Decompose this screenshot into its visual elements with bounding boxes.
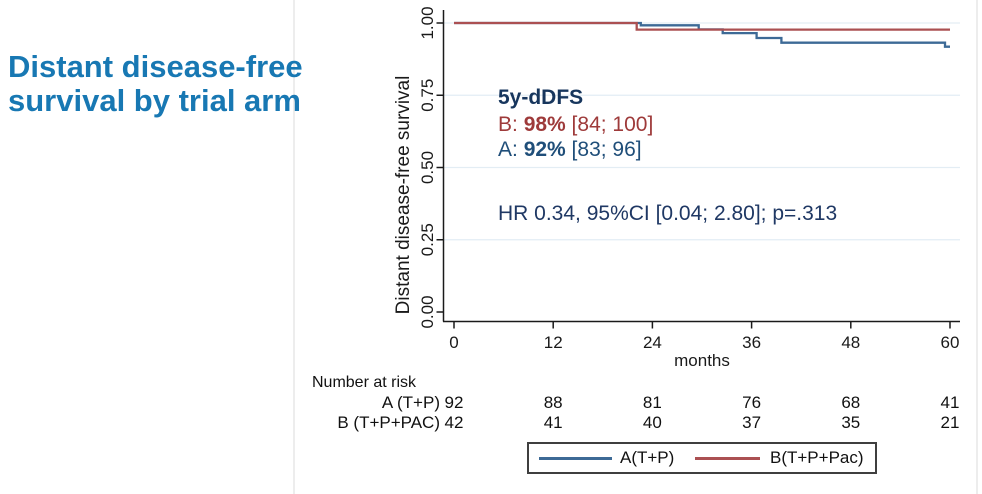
risk-table-title: Number at risk	[312, 374, 417, 391]
risk-count: 37	[742, 413, 762, 432]
y-tick-label: 0.25	[418, 223, 437, 256]
page-title-line-2: survival by trial arm	[8, 83, 301, 118]
risk-count: 40	[642, 413, 662, 432]
legend-label-b: B(T+P+Pac)	[770, 448, 864, 467]
x-axis-title: months	[674, 351, 730, 370]
risk-count: 42	[444, 413, 464, 432]
x-tick-label: 60	[941, 333, 960, 352]
arm-b-ci: [84; 100]	[565, 113, 654, 136]
arm-a-prefix: A:	[498, 138, 524, 161]
risk-count: 68	[841, 393, 861, 412]
risk-count: 21	[940, 413, 960, 432]
arm-a-ci: [83; 96]	[565, 138, 642, 161]
content-divider-line	[293, 0, 295, 494]
y-tick-label: 1.00	[418, 6, 437, 39]
slide-right-edge-line	[976, 0, 978, 494]
page-title-line-1: Distant disease-free	[8, 49, 303, 84]
risk-count: 88	[543, 393, 563, 412]
x-tick-label: 24	[643, 333, 662, 352]
risk-count: 76	[742, 393, 762, 412]
y-axis-title: Distant disease-free survival	[393, 76, 414, 315]
y-tick-label: 0.00	[418, 295, 437, 328]
risk-count: 41	[543, 413, 563, 432]
x-tick-label: 12	[544, 333, 563, 352]
km-curve-a	[454, 21, 950, 48]
risk-count: 92	[444, 393, 464, 412]
x-tick-label: 48	[841, 333, 860, 352]
arm-b-estimate: B: 98% [84; 100]	[498, 112, 653, 137]
arm-a-value: 92%	[523, 138, 566, 161]
legend-line-b	[695, 457, 760, 460]
y-tick-label: 0.50	[418, 151, 437, 184]
risk-row-label-b: B (T+P+PAC)	[337, 413, 440, 432]
risk-row-label-a: A (T+P)	[381, 393, 440, 412]
arm-b-value: 98%	[523, 113, 566, 136]
chart-legend: A(T+P) B(T+P+Pac)	[527, 442, 877, 474]
risk-row-a: A (T+P) 92 88 81 76 68 41	[0, 393, 982, 413]
legend-label-a: A(T+P)	[620, 448, 675, 467]
five-year-ddfs-header: 5y-dDFS	[498, 86, 584, 109]
risk-count: 35	[841, 413, 861, 432]
hazard-ratio-annotation: HR 0.34, 95%CI [0.04; 2.80]; p=.313	[498, 202, 838, 225]
km-curve-b	[454, 21, 950, 31]
risk-count: 81	[642, 393, 662, 412]
risk-count: 41	[940, 393, 960, 412]
x-tick-label: 36	[742, 333, 761, 352]
legend-line-a	[539, 457, 612, 460]
y-tick-label: 0.75	[418, 79, 437, 112]
risk-row-b: B (T+P+PAC) 42 41 40 37 35 21	[0, 413, 982, 433]
arm-b-prefix: B:	[498, 113, 524, 136]
arm-a-estimate: A: 92% [83; 96]	[498, 137, 642, 162]
x-tick-label: 0	[449, 333, 458, 352]
page-title: Distant disease-free survival by trial a…	[8, 50, 348, 118]
